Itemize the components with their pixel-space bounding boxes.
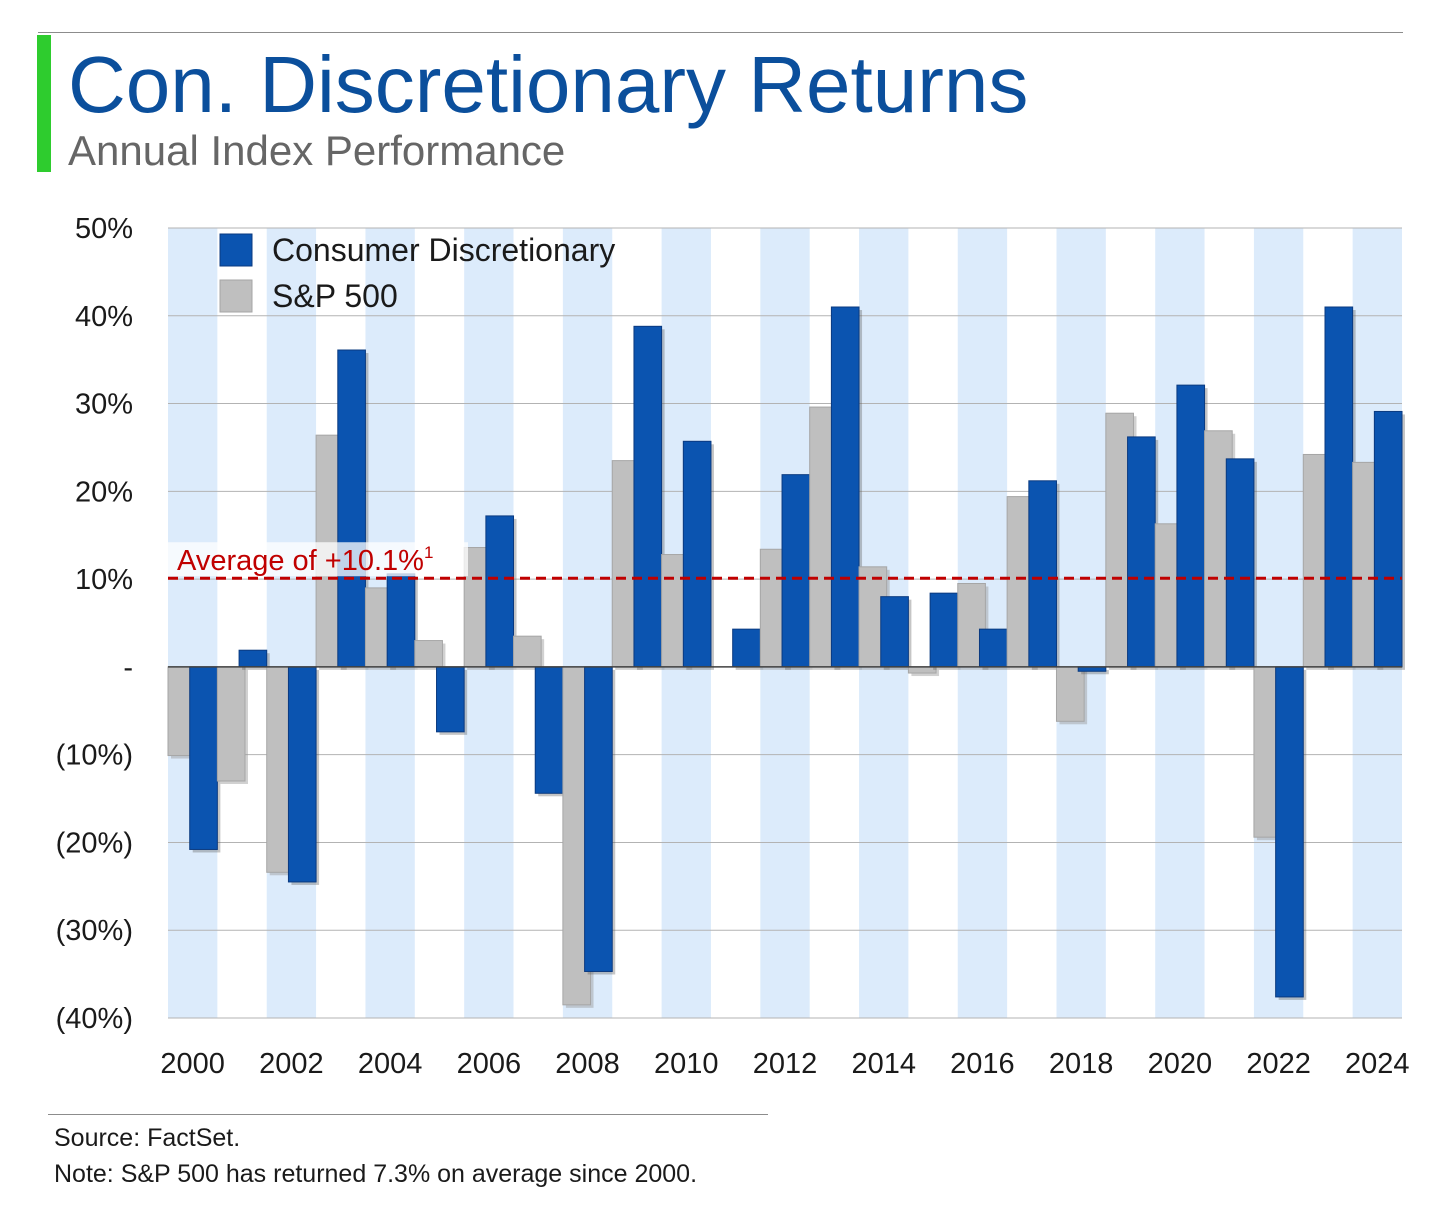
band-2018: [1056, 228, 1106, 1018]
average-label-text: Average of +10.1%: [177, 545, 424, 577]
cd-bar-2008: [584, 666, 613, 972]
y-tick-label: (30%): [56, 915, 133, 947]
cd-bar-2001: [238, 649, 268, 668]
y-tick-label: 50%: [75, 213, 133, 245]
sp500-average-note: Note: S&P 500 has returned 7.3% on avera…: [54, 1160, 698, 1188]
y-tick-label: (10%): [56, 740, 133, 772]
sp500-bar-2007: [513, 635, 542, 668]
title-accent-bar: [37, 35, 51, 172]
legend: Consumer Discretionary S&P 500: [219, 232, 615, 314]
sp500-bar-2001: [216, 666, 246, 782]
y-tick-label: 40%: [75, 301, 133, 333]
footer-rule: [48, 1114, 768, 1115]
cd-bar-2007: [534, 666, 564, 794]
x-tick-label: 2004: [358, 1048, 423, 1080]
y-tick-label: -: [123, 652, 133, 684]
legend-label: S&P 500: [272, 278, 398, 314]
cd-bar-2005: [436, 666, 465, 733]
x-tick-label: 2006: [457, 1048, 522, 1080]
legend-swatch: [219, 233, 253, 267]
cd-bar-2011: [732, 628, 761, 668]
cd-bar-2022: [1275, 666, 1304, 998]
cd-bar-2016: [978, 628, 1008, 668]
legend-label: Consumer Discretionary: [272, 232, 615, 268]
cd-bar-2014: [880, 596, 909, 668]
y-tick-label: (40%): [56, 1003, 133, 1035]
cd-bar-2004: [386, 573, 416, 668]
x-axis-labels: 2000 2002 2004 2006 2008 2010 2012 2014 2016 2018…: [160, 1048, 1409, 1080]
returns-bar-chart: Average of +10.1%1 50% 40% 30% 20% 10% - (10%)…: [56, 213, 1410, 1080]
y-tick-label: 30%: [75, 389, 133, 421]
gridlines: [168, 227, 1402, 1019]
x-tick-label: 2024: [1345, 1048, 1410, 1080]
x-tick-label: 2008: [555, 1048, 620, 1080]
sp500-bar-2005: [414, 640, 443, 668]
cd-bar-2003: [337, 349, 366, 668]
x-tick-label: 2014: [851, 1048, 916, 1080]
average-label-footnote-mark: 1: [424, 543, 433, 562]
x-tick-label: 2002: [259, 1048, 324, 1080]
cd-bar-2020: [1176, 384, 1206, 668]
y-tick-label: 10%: [75, 564, 133, 596]
cd-bar-2000: [189, 666, 218, 850]
cd-bar-2023: [1324, 306, 1354, 668]
page-subtitle: Annual Index Performance: [68, 127, 566, 174]
page-title: Con. Discretionary Returns: [68, 40, 1029, 129]
x-tick-label: 2000: [160, 1048, 225, 1080]
cd-bar-2019: [1127, 436, 1156, 668]
x-tick-label: 2018: [1049, 1048, 1114, 1080]
cd-bar-2002: [287, 666, 317, 883]
bars: [167, 306, 1405, 1008]
cd-bar-2015: [929, 592, 959, 668]
cd-bar-2009: [633, 325, 663, 668]
y-tick-label: 20%: [75, 476, 133, 508]
top-rule: [38, 32, 1403, 33]
cd-bar-2010: [682, 440, 712, 668]
x-tick-label: 2020: [1148, 1048, 1213, 1080]
y-axis-labels: 50% 40% 30% 20% 10% - (10%) (20%) (30%) (40%): [56, 213, 133, 1035]
cd-bar-2024: [1373, 410, 1403, 668]
average-label: Average of +10.1%1: [177, 543, 433, 577]
cd-bar-2021: [1225, 458, 1255, 668]
band-2000: [168, 228, 218, 1018]
sp500-bar-2015: [907, 666, 937, 674]
cd-bar-2006: [485, 515, 515, 668]
cd-bar-2013: [830, 306, 860, 668]
y-tick-label: (20%): [56, 827, 133, 859]
source-note: Source: FactSet.: [54, 1124, 241, 1152]
cd-bar-2012: [781, 474, 811, 668]
band-2002: [266, 228, 317, 1018]
sp500-bar-2018: [1055, 666, 1085, 722]
average-label-background: [168, 542, 468, 577]
cd-bar-2017: [1028, 480, 1057, 668]
x-tick-label: 2022: [1246, 1048, 1311, 1080]
legend-swatch: [219, 279, 253, 313]
x-tick-label: 2010: [654, 1048, 719, 1080]
x-tick-label: 2016: [950, 1048, 1015, 1080]
x-tick-label: 2012: [753, 1048, 818, 1080]
cd-bar-shadow: [1081, 669, 1109, 675]
